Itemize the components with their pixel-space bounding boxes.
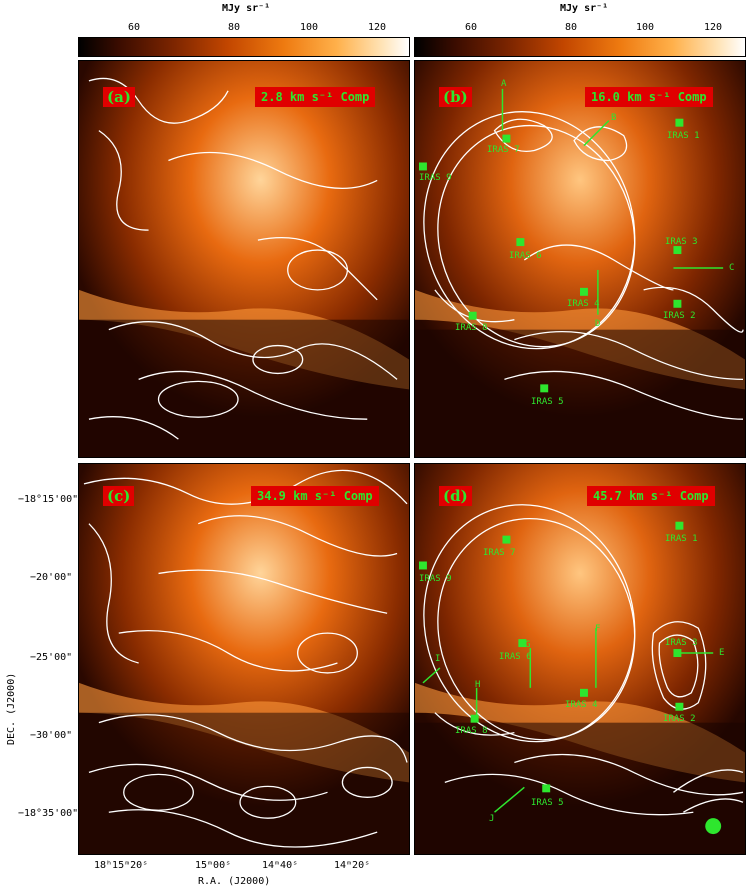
panel-c-letter: (c) xyxy=(103,486,135,506)
source-label: I xyxy=(435,654,441,664)
panel-c: (c) 34.9 km s⁻¹ Comp xyxy=(78,463,410,855)
panel-c-component: 34.9 km s⁻¹ Comp xyxy=(251,486,379,506)
y-tick: −18°35'00" xyxy=(18,808,79,819)
source-label: IRAS 2 xyxy=(663,311,696,321)
y-tick: −25'00" xyxy=(30,652,73,663)
colorbar-tick: 80 xyxy=(228,22,241,33)
source-label: IRAS 7 xyxy=(487,145,520,155)
colorbar-tick: 80 xyxy=(565,22,578,33)
colorbar-tick: 120 xyxy=(368,22,387,33)
x-tick: 14ᵐ40ˢ xyxy=(262,860,299,871)
source-label: IRAS 5 xyxy=(531,798,564,808)
source-label: C xyxy=(729,263,735,273)
y-tick: −30'00" xyxy=(30,730,73,741)
colorbar-tick: 100 xyxy=(300,22,319,33)
source-label: IRAS 9 xyxy=(419,574,452,584)
x-axis-label: R.A. (J2000) xyxy=(198,876,271,887)
source-label: IRAS 5 xyxy=(531,397,564,407)
source-label: A xyxy=(501,79,507,89)
panel-a-letter: (a) xyxy=(103,87,135,107)
colorbar-tick: 120 xyxy=(704,22,723,33)
source-label: IRAS 1 xyxy=(665,534,698,544)
panel-b: (b) 16.0 km s⁻¹ Comp A B C D IRAS 1 IRAS… xyxy=(414,60,746,458)
panel-c-image xyxy=(79,464,409,854)
source-label: IRAS 3 xyxy=(665,638,698,648)
source-label: F xyxy=(595,624,601,634)
colorbar-right xyxy=(414,37,746,57)
y-axis-label: DEC. (J2000) xyxy=(6,672,17,745)
source-label: G xyxy=(525,640,531,650)
panel-b-letter: (b) xyxy=(439,87,472,107)
source-label: IRAS 9 xyxy=(419,173,452,183)
source-label: IRAS 6 xyxy=(499,652,532,662)
source-label: IRAS 6 xyxy=(509,251,542,261)
x-tick: 18ʰ15ᵐ20ˢ xyxy=(94,860,149,871)
panel-a: (a) 2.8 km s⁻¹ Comp xyxy=(78,60,410,458)
source-label: IRAS 4 xyxy=(567,299,600,309)
y-tick: −18°15'00" xyxy=(18,494,79,505)
panel-b-image xyxy=(415,61,745,457)
colorbar-tick: 60 xyxy=(128,22,141,33)
panel-d-image xyxy=(415,464,745,854)
panel-a-image xyxy=(79,61,409,457)
source-label: IRAS 3 xyxy=(665,237,698,247)
colorbar-left xyxy=(78,37,410,57)
source-label: IRAS 8 xyxy=(455,726,488,736)
source-label: IRAS 7 xyxy=(483,548,516,558)
x-tick: 14ᵐ20ˢ xyxy=(334,860,371,871)
colorbar-tick: 100 xyxy=(636,22,655,33)
source-label: D xyxy=(595,319,601,329)
source-label: IRAS 2 xyxy=(663,714,696,724)
colorbar-unit-right: MJy sr⁻¹ xyxy=(560,3,609,14)
source-label: IRAS 8 xyxy=(455,323,488,333)
x-tick: 15ᵐ00ˢ xyxy=(195,860,232,871)
source-label: H xyxy=(475,680,481,690)
source-label: IRAS 1 xyxy=(667,131,700,141)
source-label: J xyxy=(489,814,495,824)
panel-d: (d) 45.7 km s⁻¹ Comp E F G H I J IRAS 1 … xyxy=(414,463,746,855)
source-label: E xyxy=(719,648,725,658)
panel-d-component: 45.7 km s⁻¹ Comp xyxy=(587,486,715,506)
panel-a-component: 2.8 km s⁻¹ Comp xyxy=(255,87,376,107)
colorbar-tick: 60 xyxy=(465,22,478,33)
panel-b-component: 16.0 km s⁻¹ Comp xyxy=(585,87,713,107)
source-label: IRAS 4 xyxy=(565,700,598,710)
source-label: B xyxy=(611,113,617,123)
y-tick: −20'00" xyxy=(30,572,73,583)
panel-d-letter: (d) xyxy=(439,486,472,506)
colorbar-unit-left: MJy sr⁻¹ xyxy=(222,3,271,14)
